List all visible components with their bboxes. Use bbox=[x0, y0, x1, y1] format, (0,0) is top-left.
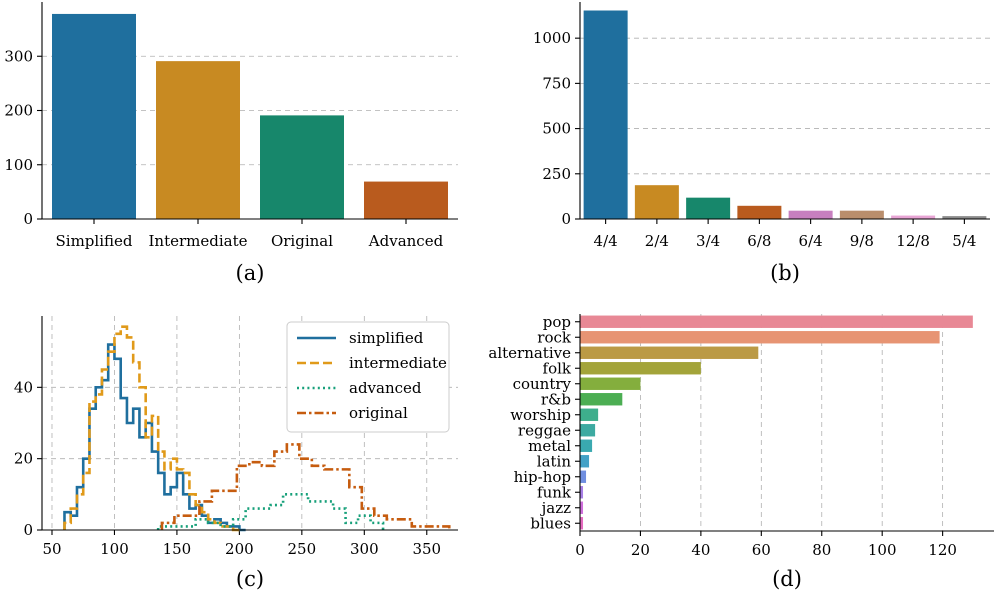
y-tick-label: 0 bbox=[23, 210, 33, 228]
x-tick-label: 150 bbox=[163, 540, 192, 558]
x-tick-label: 3/4 bbox=[696, 232, 720, 250]
x-tick-label: Intermediate bbox=[148, 232, 247, 250]
bar-simplified bbox=[52, 13, 136, 220]
bar-reggae bbox=[580, 424, 596, 437]
y-tick-label: hip-hop bbox=[514, 468, 571, 486]
x-tick-label: 60 bbox=[752, 541, 771, 559]
y-tick-label: 40 bbox=[14, 378, 33, 396]
bar-metal bbox=[580, 439, 593, 452]
panel-caption: (c) bbox=[236, 567, 264, 591]
series-simplified bbox=[63, 343, 246, 532]
y-tick-label: 20 bbox=[14, 450, 33, 468]
x-tick-label: Original bbox=[271, 232, 333, 250]
y-tick-label: jazz bbox=[540, 499, 571, 517]
y-tick-label: metal bbox=[528, 437, 571, 455]
y-tick-label: 200 bbox=[4, 102, 33, 120]
x-tick-label: 120 bbox=[928, 541, 957, 559]
y-tick-label: rock bbox=[537, 328, 572, 346]
bar-rock bbox=[580, 331, 940, 344]
panel-a-simplification-level-counts: 0 100 200 300 Simplified Intermediate Original… bbox=[4, 2, 458, 285]
panel-caption: (d) bbox=[772, 567, 802, 591]
series-intermediate bbox=[63, 325, 240, 532]
bar-blues bbox=[580, 517, 584, 530]
y-tick-label: 0 bbox=[23, 521, 33, 539]
bar-original bbox=[260, 115, 344, 219]
y-tick-label: blues bbox=[530, 514, 571, 532]
y-tick-label: reggae bbox=[518, 421, 571, 439]
bar-r-b bbox=[580, 393, 623, 406]
x-tick-label: 0 bbox=[575, 541, 585, 559]
series-advanced bbox=[156, 493, 385, 530]
bar-country bbox=[580, 377, 641, 390]
y-tick-label: worship bbox=[510, 406, 571, 424]
legend-box bbox=[286, 321, 450, 433]
legend-label-original: original bbox=[349, 404, 408, 422]
bar-9-8 bbox=[839, 210, 884, 219]
x-tick-label: 40 bbox=[691, 541, 710, 559]
bar-jazz bbox=[580, 501, 584, 514]
x-tick-label: 300 bbox=[350, 540, 379, 558]
x-tick-label: 6/4 bbox=[799, 232, 823, 250]
legend-label-advanced: advanced bbox=[349, 379, 422, 397]
bar-intermediate bbox=[156, 61, 240, 219]
y-tick-label: pop bbox=[543, 313, 571, 331]
legend-label-simplified: simplified bbox=[349, 329, 424, 347]
x-tick-label: 4/4 bbox=[594, 232, 618, 250]
x-tick-label: Simplified bbox=[56, 232, 133, 250]
bar-funk bbox=[580, 486, 584, 499]
bar-4-4 bbox=[583, 10, 628, 220]
y-tick-label: 300 bbox=[4, 47, 33, 65]
bar-latin bbox=[580, 455, 590, 468]
series-original bbox=[160, 443, 451, 530]
y-tick-label: latin bbox=[537, 452, 572, 470]
x-tick-label: Advanced bbox=[368, 232, 444, 250]
bar-5-4 bbox=[942, 216, 987, 219]
bar-worship bbox=[580, 408, 599, 421]
y-tick-label: 1000 bbox=[533, 29, 571, 47]
x-tick-label: 50 bbox=[42, 540, 61, 558]
x-tick-label: 250 bbox=[288, 540, 317, 558]
y-tick-label: 500 bbox=[542, 120, 571, 138]
bar-6-4 bbox=[788, 210, 833, 219]
x-tick-label: 80 bbox=[812, 541, 831, 559]
panel-d-genre-counts: 0 20 40 60 80 100 120 poprockalternativefolkcou… bbox=[488, 313, 994, 591]
y-tick-label: 250 bbox=[542, 165, 571, 183]
bar-folk bbox=[580, 362, 701, 375]
bar-alternative bbox=[580, 346, 759, 359]
x-tick-label: 12/8 bbox=[896, 232, 930, 250]
panel-b-time-signature-counts: 0 250 500 750 1000 4/4 2/4 3/4 6/8 6/4 9/8 12/8 5/4 (… bbox=[533, 2, 990, 285]
x-tick-label: 9/8 bbox=[850, 232, 874, 250]
panel-caption: (a) bbox=[236, 261, 265, 285]
bar-2-4 bbox=[634, 185, 679, 219]
x-tick-label: 5/4 bbox=[952, 232, 976, 250]
legend-label-intermediate: intermediate bbox=[349, 354, 447, 372]
y-tick-label: r&b bbox=[541, 390, 571, 408]
y-tick-label: 100 bbox=[4, 156, 33, 174]
y-tick-label: alternative bbox=[488, 344, 571, 362]
bar-3-4 bbox=[686, 197, 731, 219]
bar-advanced bbox=[364, 181, 448, 219]
bar-hip-hop bbox=[580, 470, 587, 483]
bar-6-8 bbox=[737, 205, 782, 219]
x-tick-label: 20 bbox=[631, 541, 650, 559]
y-tick-label: folk bbox=[543, 359, 572, 377]
x-tick-label: 100 bbox=[868, 541, 897, 559]
x-tick-label: 100 bbox=[100, 540, 129, 558]
panel-caption: (b) bbox=[770, 261, 800, 285]
y-tick-label: country bbox=[513, 375, 572, 393]
legend: simplified intermediate advanced original bbox=[286, 321, 450, 433]
x-tick-label: 200 bbox=[225, 540, 254, 558]
bar-12-8 bbox=[891, 215, 936, 219]
y-tick-label: 0 bbox=[561, 210, 571, 228]
x-tick-label: 350 bbox=[412, 540, 441, 558]
y-tick-label: 750 bbox=[542, 74, 571, 92]
x-tick-label: 6/8 bbox=[747, 232, 771, 250]
bar-pop bbox=[580, 315, 973, 328]
y-tick-label: funk bbox=[537, 483, 572, 501]
panel-c-length-histogram: 50 100 150 200 250 300 350 0 20 40 simplified inter… bbox=[14, 316, 458, 591]
x-tick-label: 2/4 bbox=[645, 232, 669, 250]
